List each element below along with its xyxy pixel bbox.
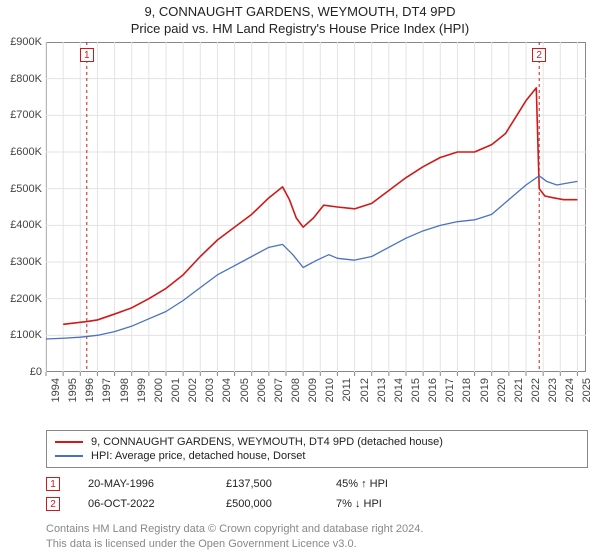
x-tick-label: 2006 [256,378,268,402]
x-tick-label: 2002 [187,378,199,402]
marker-table-row: 2 06-OCT-2022 £500,000 7% ↓ HPI [46,494,588,514]
x-tick-label: 2009 [307,378,319,402]
x-tick-label: 1994 [50,378,62,402]
marker-price: £500,000 [226,498,308,510]
marker-table-row: 1 20-MAY-1996 £137,500 45% ↑ HPI [46,474,588,494]
legend-box: 9, CONNAUGHT GARDENS, WEYMOUTH, DT4 9PD … [46,430,588,468]
titles: 9, CONNAUGHT GARDENS, WEYMOUTH, DT4 9PD … [0,0,600,36]
x-tick-label: 1996 [84,378,96,402]
y-tick-label: £300K [10,256,42,268]
x-tick-label: 2007 [273,378,285,402]
marker-pct: 7% ↓ HPI [336,498,436,510]
x-tick-label: 1995 [67,378,79,402]
legend-area: 9, CONNAUGHT GARDENS, WEYMOUTH, DT4 9PD … [46,430,588,552]
legend-swatch [55,455,83,457]
event-marker: 1 [80,48,94,62]
chart-document: 9, CONNAUGHT GARDENS, WEYMOUTH, DT4 9PD … [0,0,600,560]
y-tick-label: £700K [10,109,42,121]
x-tick-label: 2019 [479,378,491,402]
x-tick-label: 2008 [290,378,302,402]
event-marker: 1 [46,477,60,491]
x-tick-label: 2023 [547,378,559,402]
marker-table: 1 20-MAY-1996 £137,500 45% ↑ HPI 2 06-OCT-202… [46,474,588,514]
x-tick-label: 2022 [530,378,542,402]
marker-date: 20-MAY-1996 [88,478,198,490]
y-tick-label: £0 [30,366,42,378]
x-tick-label: 2003 [204,378,216,402]
attribution: Contains HM Land Registry data © Crown c… [46,522,588,552]
legend-item: HPI: Average price, detached house, Dors… [55,449,579,463]
x-tick-label: 2010 [324,378,336,402]
x-tick-label: 2025 [581,378,593,402]
legend-label: HPI: Average price, detached house, Dors… [91,450,305,462]
marker-pct: 45% ↑ HPI [336,478,436,490]
x-tick-label: 1998 [119,378,131,402]
x-tick-label: 2011 [341,378,353,402]
event-marker: 2 [532,48,546,62]
event-marker: 2 [46,497,60,511]
y-tick-label: £100K [10,329,42,341]
x-tick-label: 2021 [513,378,525,402]
y-tick-label: £500K [10,183,42,195]
chart: £0 £100K £200K £300K £400K £500K £600K £700K £80… [0,36,600,418]
title-sub: Price paid vs. HM Land Registry's House … [0,21,600,36]
x-tick-label: 2024 [564,378,576,402]
x-tick-label: 2001 [170,378,182,402]
legend-swatch [55,441,83,443]
plot-svg [46,42,586,372]
x-tick-label: 2020 [496,378,508,402]
attribution-line1: Contains HM Land Registry data © Crown c… [46,522,588,537]
x-tick-label: 2016 [427,378,439,402]
x-tick-label: 2018 [461,378,473,402]
x-tick-label: 2012 [359,378,371,402]
x-tick-label: 2014 [393,378,405,402]
marker-price: £137,500 [226,478,308,490]
x-tick-label: 2000 [153,378,165,402]
y-tick-label: £900K [10,36,42,48]
y-tick-label: £600K [10,146,42,158]
legend-item: 9, CONNAUGHT GARDENS, WEYMOUTH, DT4 9PD … [55,435,579,449]
x-tick-label: 2017 [444,378,456,402]
attribution-line2: This data is licensed under the Open Gov… [46,537,588,552]
x-tick-label: 1997 [101,378,113,402]
legend-label: 9, CONNAUGHT GARDENS, WEYMOUTH, DT4 9PD … [91,436,443,448]
x-tick-label: 2004 [221,378,233,402]
x-tick-label: 2005 [239,378,251,402]
x-tick-label: 2013 [376,378,388,402]
x-tick-label: 2015 [410,378,422,402]
y-tick-label: £800K [10,73,42,85]
x-tick-label: 1999 [136,378,148,402]
marker-date: 06-OCT-2022 [88,498,198,510]
title-main: 9, CONNAUGHT GARDENS, WEYMOUTH, DT4 9PD [0,4,600,19]
y-tick-label: £400K [10,219,42,231]
y-tick-label: £200K [10,293,42,305]
series-hpi [46,176,577,339]
